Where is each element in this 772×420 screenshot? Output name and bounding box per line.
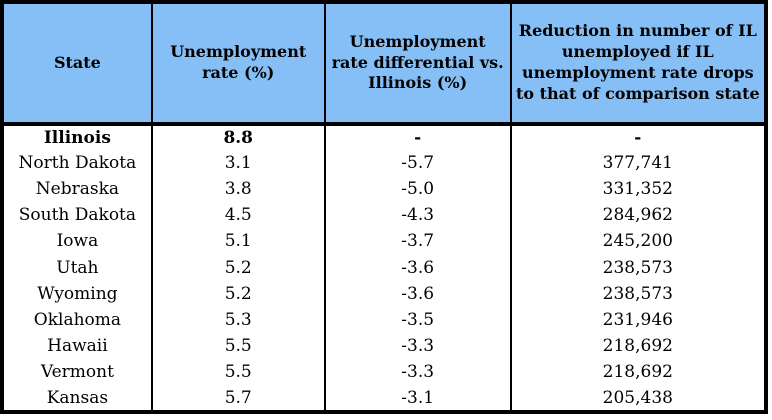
cell-reduction: 218,692: [509, 359, 768, 386]
cell-reduction: 205,438: [509, 385, 768, 412]
cell-state: Vermont: [1, 359, 153, 386]
cell-reduction: -: [509, 124, 768, 151]
cell-reduction: 218,692: [509, 333, 768, 360]
cell-state: Nebraska: [1, 176, 153, 203]
table-row: Kansas 5.7 -3.1 205,438: [1, 385, 768, 412]
cell-rate-differential: -3.6: [323, 281, 512, 308]
cell-state: Oklahoma: [1, 307, 153, 334]
cell-rate-differential: -3.5: [323, 307, 512, 334]
column-header-rate-differential: Unemployment rate differential vs. Illin…: [323, 2, 512, 126]
cell-unemployment-rate: 5.2: [150, 281, 326, 308]
cell-rate-differential: -3.7: [323, 228, 512, 255]
cell-unemployment-rate: 3.1: [150, 150, 326, 177]
cell-state: Iowa: [1, 228, 153, 255]
table-row: Vermont 5.5 -3.3 218,692: [1, 359, 768, 386]
table-row: Nebraska 3.8 -5.0 331,352: [1, 176, 768, 203]
cell-rate-differential: -3.1: [323, 385, 512, 412]
cell-unemployment-rate: 5.7: [150, 385, 326, 412]
table-row: Oklahoma 5.3 -3.5 231,946: [1, 307, 768, 334]
cell-rate-differential: -4.3: [323, 202, 512, 229]
table-row: North Dakota 3.1 -5.7 377,741: [1, 150, 768, 177]
cell-rate-differential: -3.3: [323, 359, 512, 386]
cell-unemployment-rate: 5.1: [150, 228, 326, 255]
cell-reduction: 238,573: [509, 281, 768, 308]
cell-unemployment-rate: 3.8: [150, 176, 326, 203]
cell-reduction: 284,962: [509, 202, 768, 229]
cell-state: South Dakota: [1, 202, 153, 229]
cell-state: Illinois: [1, 124, 153, 151]
cell-reduction: 331,352: [509, 176, 768, 203]
table-row: Illinois 8.8 - -: [1, 124, 768, 151]
cell-reduction: 377,741: [509, 150, 768, 177]
cell-rate-differential: -5.7: [323, 150, 512, 177]
cell-rate-differential: -3.6: [323, 254, 512, 282]
cell-unemployment-rate: 5.5: [150, 359, 326, 386]
table-row: Utah 5.2 -3.6 238,573: [1, 254, 768, 282]
table-row: Wyoming 5.2 -3.6 238,573: [1, 281, 768, 308]
header-row: State Unemployment rate (%) Unemployment…: [1, 2, 768, 126]
cell-reduction: 231,946: [509, 307, 768, 334]
column-header-state: State: [1, 2, 153, 126]
cell-unemployment-rate: 8.8: [150, 124, 326, 151]
cell-reduction: 245,200: [509, 228, 768, 255]
cell-state: North Dakota: [1, 150, 153, 177]
cell-rate-differential: -: [323, 124, 512, 151]
cell-state: Hawaii: [1, 333, 153, 360]
table-row: Hawaii 5.5 -3.3 218,692: [1, 333, 768, 360]
cell-unemployment-rate: 4.5: [150, 202, 326, 229]
cell-state: Kansas: [1, 385, 153, 412]
column-header-unemployment-rate: Unemployment rate (%): [150, 2, 326, 126]
cell-state: Wyoming: [1, 281, 153, 308]
cell-unemployment-rate: 5.2: [150, 254, 326, 282]
cell-unemployment-rate: 5.5: [150, 333, 326, 360]
table-row: South Dakota 4.5 -4.3 284,962: [1, 202, 768, 229]
cell-reduction: 238,573: [509, 254, 768, 282]
cell-rate-differential: -3.3: [323, 333, 512, 360]
column-header-reduction: Reduction in number of IL unemployed if …: [509, 2, 768, 126]
table-row: Iowa 5.1 -3.7 245,200: [1, 228, 768, 255]
cell-unemployment-rate: 5.3: [150, 307, 326, 334]
cell-state: Utah: [1, 254, 153, 282]
cell-rate-differential: -5.0: [323, 176, 512, 203]
